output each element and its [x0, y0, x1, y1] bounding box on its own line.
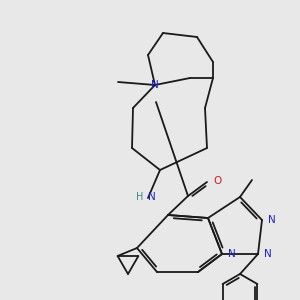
Text: N: N: [268, 215, 276, 225]
Text: N: N: [151, 80, 159, 90]
Text: N: N: [264, 249, 272, 259]
Text: N: N: [228, 249, 236, 259]
Text: H: H: [136, 192, 144, 202]
Text: O: O: [213, 176, 221, 186]
Text: N: N: [148, 192, 156, 202]
